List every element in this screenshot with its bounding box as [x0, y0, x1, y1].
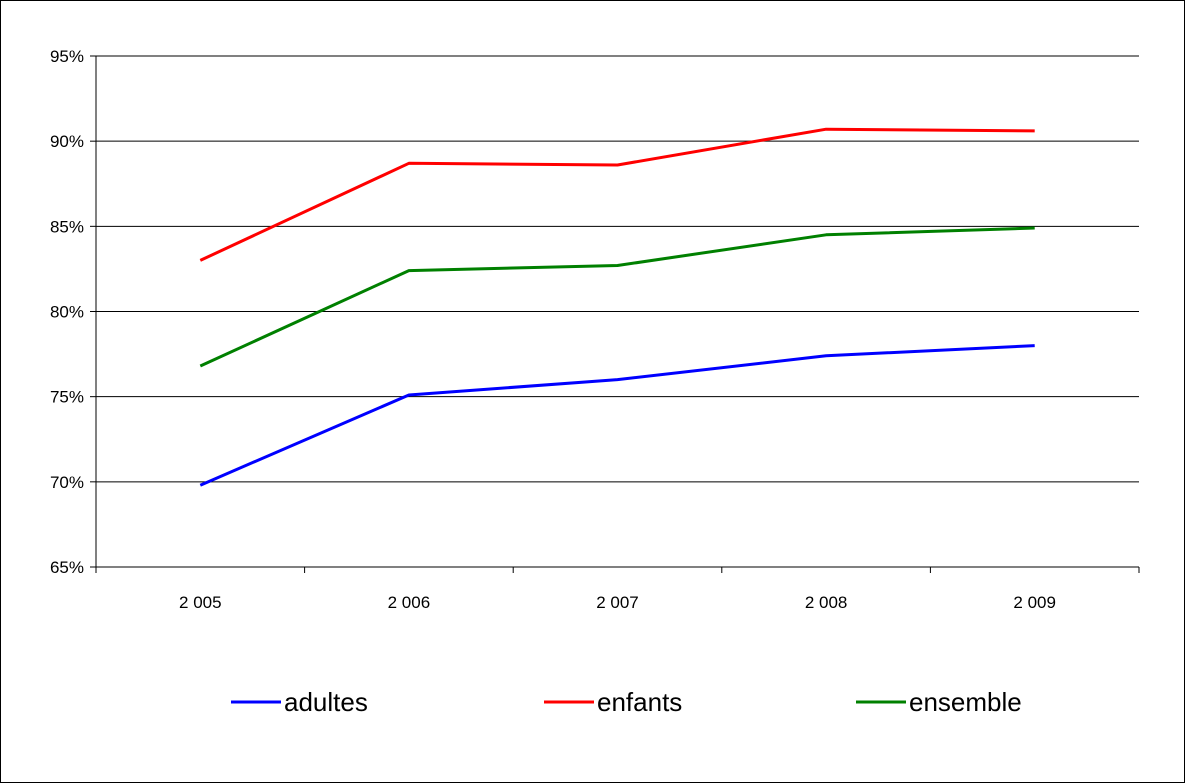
axes: [90, 55, 1140, 573]
y-tick-label: 75%: [50, 388, 84, 407]
y-tick-label: 95%: [50, 47, 84, 66]
y-tick-label: 85%: [50, 217, 84, 236]
legend-item-enfants: enfants: [544, 687, 682, 717]
x-tick-label: 2 009: [1013, 593, 1056, 612]
x-tick-label: 2 007: [596, 593, 639, 612]
legend-label: ensemble: [909, 687, 1022, 717]
series-lines: [199, 127, 1035, 487]
legend-item-ensemble: ensemble: [856, 687, 1022, 717]
y-tick-label: 70%: [50, 473, 84, 492]
legend-label: enfants: [597, 687, 682, 717]
x-axis-tick-labels: 2 005 2 006 2 007 2 008 2 009: [179, 593, 1056, 612]
gridlines: [96, 55, 1139, 483]
y-axis-tick-labels: 65% 70% 75% 80% 85% 90% 95%: [50, 47, 84, 577]
x-tick-label: 2 008: [805, 593, 848, 612]
y-tick-label: 90%: [50, 132, 84, 151]
legend: adultes enfants ensemble: [231, 687, 1022, 717]
x-tick-label: 2 006: [388, 593, 431, 612]
series-line-adultes: [199, 344, 1035, 487]
series-line-ensemble: [199, 226, 1035, 368]
series-line-enfants: [199, 127, 1035, 262]
legend-item-adultes: adultes: [231, 687, 368, 717]
y-tick-label: 80%: [50, 303, 84, 322]
y-tick-label: 65%: [50, 558, 84, 577]
x-tick-label: 2 005: [179, 593, 222, 612]
legend-label: adultes: [284, 687, 368, 717]
